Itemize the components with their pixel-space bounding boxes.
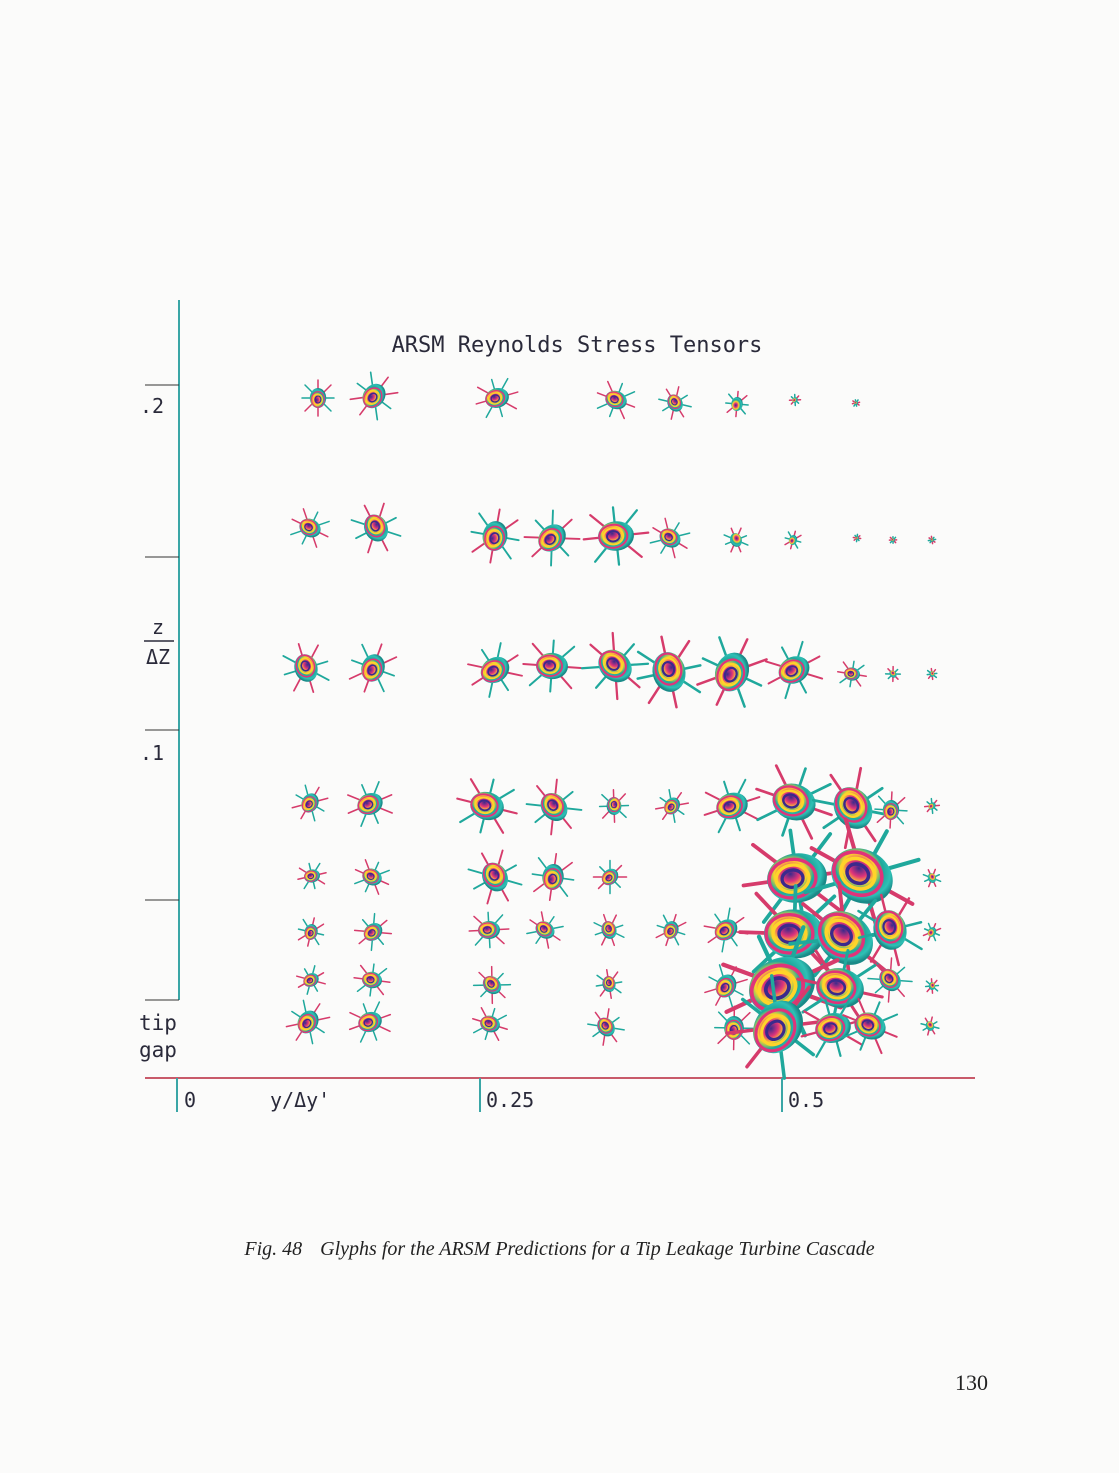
tensor-glyph — [755, 764, 833, 840]
tensor-glyph — [596, 380, 636, 420]
tensor-glyph — [470, 508, 520, 564]
tensor-glyph — [353, 912, 393, 952]
tensor-glyph — [922, 922, 942, 942]
tensor-glyph — [867, 957, 913, 1003]
tensor-glyph — [297, 917, 325, 947]
tensor-glyph — [593, 913, 625, 947]
tensor-glyph — [526, 911, 564, 949]
tensor-glyph — [467, 849, 523, 905]
tensor-glyph — [704, 964, 748, 1008]
tensor-glyph — [811, 766, 895, 850]
tensor-glyph — [703, 778, 761, 834]
tensor-glyph — [784, 530, 802, 550]
tensor-glyph — [348, 643, 398, 693]
tensor-glyph — [290, 508, 330, 548]
tensor-glyph — [475, 377, 519, 419]
tensor-glyph — [348, 1001, 392, 1043]
tensor-glyph — [468, 911, 510, 949]
tensor-glyph — [922, 868, 942, 888]
tensor-glyph — [714, 1005, 754, 1051]
tensor-glyph — [857, 893, 923, 967]
tensor-glyph — [467, 642, 523, 698]
tensor-glyph — [658, 386, 692, 420]
tensor-glyph — [291, 784, 329, 822]
tensor-glyph — [851, 399, 861, 407]
tensor-glyph — [472, 1007, 508, 1041]
tensor-glyph — [296, 965, 326, 995]
tensor-glyph — [598, 789, 630, 823]
page-number: 130 — [955, 1370, 988, 1395]
tensor-glyph — [282, 643, 330, 693]
tip-label: tip — [139, 1011, 177, 1035]
tensor-glyph — [920, 1016, 940, 1036]
x-tick-label-0: 0 — [184, 1088, 196, 1112]
tensor-glyph — [456, 778, 518, 834]
tensor-glyph — [649, 517, 691, 559]
tensor-glyph — [874, 791, 908, 829]
tensor-glyph — [580, 631, 650, 701]
tensor-glyph — [723, 527, 749, 553]
tensor-glyph — [655, 913, 687, 947]
x-tick-label-025: 0.25 — [486, 1088, 534, 1112]
tensor-glyph — [472, 965, 512, 1005]
figure-title: ARSM Reynolds Stress Tensors — [392, 333, 763, 358]
tensor-glyph — [347, 781, 393, 827]
y-axis-label-numerator: z — [152, 615, 164, 639]
tensor-glyph — [926, 667, 938, 681]
tensor-glyph — [285, 999, 331, 1045]
tensor-glyph — [888, 536, 898, 544]
tensor-glyph — [297, 862, 327, 890]
tensor-glyph — [927, 535, 937, 545]
tensor-glyph — [353, 963, 391, 997]
tensor-glyph — [595, 969, 623, 999]
figure-caption-text: Glyphs for the ARSM Predictions for a Ti… — [320, 1238, 875, 1260]
x-tick-label-05: 0.5 — [788, 1088, 824, 1112]
tensor-glyph — [800, 998, 866, 1058]
figure-caption: Fig. 48 Glyphs for the ARSM Predictions f… — [0, 1238, 1119, 1261]
tensor-glyph — [522, 639, 582, 693]
tensor-glyph — [884, 665, 902, 683]
x-axis-label: y/Δy' — [270, 1088, 330, 1112]
tensor-glyph — [796, 948, 884, 1028]
y-tick-label-01: .1 — [140, 741, 164, 765]
tensor-glyph — [582, 506, 650, 566]
tensor-glyph — [531, 853, 575, 901]
tensor-glyph — [803, 817, 921, 935]
figure-number: Fig. 48 — [244, 1238, 303, 1260]
tensor-glyph — [764, 640, 824, 700]
tensor-glyph — [725, 974, 831, 1080]
tensor-glyph — [301, 379, 335, 417]
tensor-glyph — [703, 907, 749, 953]
tensor-glyph — [837, 660, 867, 688]
y-tick-label-02: .2 — [140, 394, 164, 418]
tensor-glyph — [350, 502, 402, 554]
tensor-glyph — [788, 393, 802, 407]
tensor-glyph — [923, 797, 941, 815]
tensor-glyph — [525, 778, 583, 836]
tensor-glyph — [696, 636, 768, 708]
tensor-glyph — [924, 978, 940, 994]
y-axis-label-denominator: ΔZ — [146, 645, 170, 669]
tensor-glyph — [654, 788, 690, 824]
glyph-field — [282, 371, 942, 1080]
tensor-glyph — [523, 509, 581, 567]
tensor-glyph — [587, 1008, 625, 1046]
tensor-glyph — [841, 997, 899, 1055]
tensor-glyph — [349, 371, 399, 421]
gap-label: gap — [139, 1038, 177, 1062]
tensor-glyph — [592, 859, 628, 895]
tensor-glyph — [354, 859, 390, 895]
tensor-glyph — [852, 533, 862, 543]
tensor-glyph — [636, 635, 702, 709]
tensor-glyph — [725, 390, 749, 418]
